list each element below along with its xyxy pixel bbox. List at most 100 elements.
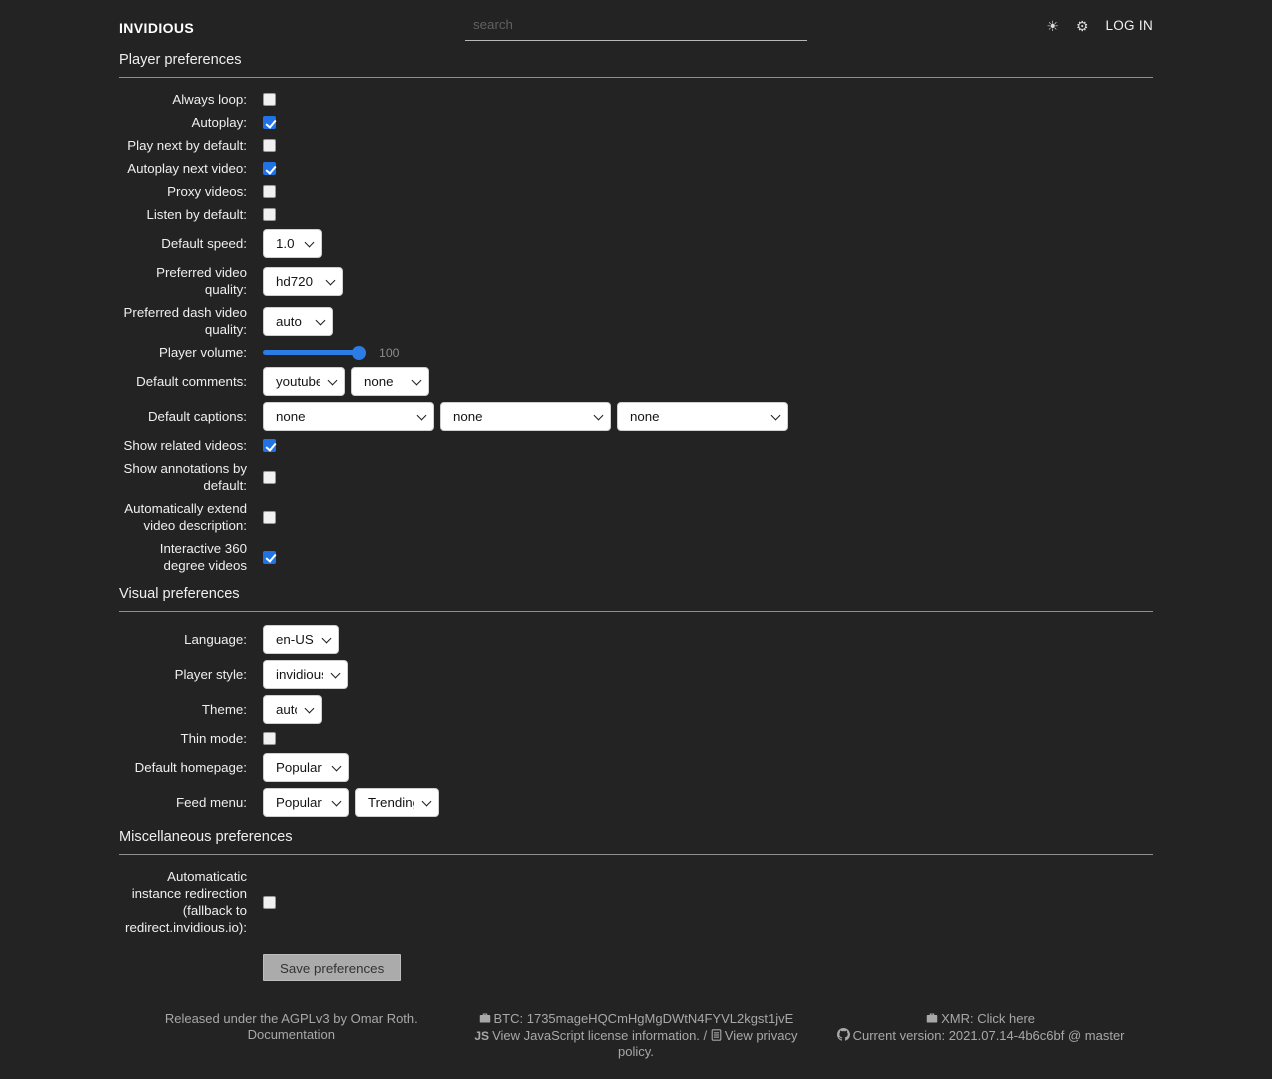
related-videos-label: Show related videos: (123, 438, 247, 454)
default-speed-select[interactable]: 1.0 (263, 229, 322, 259)
footer-version-line: Current version: 2021.07.14-4b6c6bf @ ma… (808, 1027, 1153, 1044)
captions-select-3-wrap: none (617, 402, 788, 432)
default-home-label: Default homepage: (134, 760, 247, 776)
feed-menu-select-1[interactable]: Popular (263, 788, 349, 818)
page-container: INVIDIOUS ☀ ⚙ LOG IN Player preferences … (119, 0, 1153, 1079)
pref-row-listen-default: Listen by default: (119, 206, 1153, 223)
wallet-icon (479, 1012, 491, 1027)
captions-select-3[interactable]: none (617, 402, 788, 432)
video-quality-select[interactable]: hd720 (263, 266, 343, 296)
player-style-select-wrap: invidious (263, 660, 348, 690)
pref-row-auto-redirect: Automaticatic instance redirection (fall… (119, 868, 1153, 936)
always-loop-label: Always loop: (172, 92, 247, 107)
footer-released-text: Released under the AGPLv3 by Omar Roth. (164, 1011, 418, 1027)
thin-mode-checkbox[interactable] (263, 732, 276, 746)
save-preferences-button[interactable]: Save preferences (263, 954, 402, 982)
feed-menu-select-2[interactable]: Trending (355, 788, 439, 818)
player-style-select[interactable]: invidious (263, 660, 348, 690)
play-next-label: Play next by default: (127, 138, 247, 154)
search-form (465, 10, 807, 41)
documentation-link[interactable]: Documentation (247, 1026, 336, 1042)
captions-select-1[interactable]: none (263, 402, 434, 432)
footer-license-column: Released under the AGPLv3 by Omar Roth. … (119, 1011, 464, 1059)
default-home-select-wrap: Popular (263, 753, 349, 783)
feed-menu-select-2-wrap: Trending (355, 788, 439, 818)
video-quality-label: Preferred video quality: (156, 265, 247, 298)
section-title-misc: Miscellaneous preferences (119, 823, 1153, 856)
player-volume-label: Player volume: (159, 345, 247, 361)
pref-row-theme: Theme: auto (119, 695, 1153, 725)
feed-menu-select-1-wrap: Popular (263, 788, 349, 818)
pref-row-autoplay-next: Autoplay next video: (119, 160, 1153, 177)
section-title-visual: Visual preferences (119, 580, 1153, 613)
theme-select[interactable]: auto (263, 695, 322, 725)
section-title-player: Player preferences (119, 46, 1153, 78)
pref-row-play-next: Play next by default: (119, 137, 1153, 154)
listen-default-label: Listen by default: (146, 207, 247, 223)
preferences-gear-icon[interactable]: ⚙ (1075, 17, 1089, 34)
pref-row-default-speed: Default speed: 1.0 (119, 229, 1153, 259)
pref-row-extend-desc: Automatically extend video description: (119, 500, 1153, 534)
theme-toggle-sun-icon[interactable]: ☀ (1046, 17, 1059, 34)
btc-address-text: BTC: 1735mageHQCmHgMgDWtN4FYVL2kgst1jvE (493, 1011, 794, 1027)
comments-select-2[interactable]: none (351, 367, 429, 397)
pref-row-player-style: Player style: invidious (119, 660, 1153, 690)
play-next-checkbox[interactable] (263, 139, 276, 153)
footer-xmr-line: XMR: Click here (808, 1011, 1153, 1027)
language-label: Language: (184, 632, 247, 648)
always-loop-checkbox[interactable] (263, 93, 276, 106)
version-link[interactable]: 2021.07.14-4b6c6bf @ master (948, 1027, 1125, 1043)
auto-redirect-checkbox[interactable] (263, 895, 276, 909)
default-home-select[interactable]: Popular (263, 753, 349, 783)
annotations-label: Show annotations by default: (123, 461, 247, 494)
pref-row-thin-mode: Thin mode: (119, 730, 1153, 747)
footer-btc-line: BTC: 1735mageHQCmHgMgDWtN4FYVL2kgst1jvE (464, 1011, 809, 1027)
captions-select-2-wrap: none (440, 402, 611, 432)
brand-logo[interactable]: INVIDIOUS (119, 20, 195, 36)
comments-select-1-wrap: youtube (263, 367, 345, 397)
annotations-checkbox[interactable] (263, 470, 276, 484)
login-link[interactable]: LOG IN (1105, 18, 1153, 33)
js-license-link[interactable]: View JavaScript license information. (492, 1027, 700, 1043)
comments-select-1[interactable]: youtube (263, 367, 345, 397)
slider-track (263, 350, 359, 356)
xmr-click-here-link[interactable]: Click here (977, 1011, 1036, 1027)
player-style-label: Player style: (174, 667, 247, 683)
default-speed-select-wrap: 1.0 (263, 229, 322, 259)
listen-default-checkbox[interactable] (263, 208, 276, 222)
autoplay-label: Autoplay: (191, 115, 247, 131)
autoplay-next-label: Autoplay next video: (127, 161, 247, 177)
captions-select-2[interactable]: none (440, 402, 611, 432)
autoplay-next-checkbox[interactable] (263, 162, 276, 176)
autoplay-checkbox[interactable] (263, 116, 276, 130)
footer-donate-column: BTC: 1735mageHQCmHgMgDWtN4FYVL2kgst1jvE … (464, 1011, 809, 1059)
pref-row-feed-menu: Feed menu: Popular Trending (119, 788, 1153, 818)
footer-js-privacy-line: JS View JavaScript license information. /… (464, 1028, 809, 1060)
pref-row-vr-mode: Interactive 360 degree videos (119, 540, 1153, 574)
proxy-videos-label: Proxy videos: (167, 184, 247, 200)
footer-version-column: XMR: Click here Current version: 2021.07… (808, 1011, 1153, 1059)
pref-row-video-quality: Preferred video quality: hd720 (119, 264, 1153, 298)
vr-mode-checkbox[interactable] (263, 550, 276, 564)
thin-mode-label: Thin mode: (180, 731, 247, 747)
extend-desc-checkbox[interactable] (263, 510, 276, 524)
proxy-videos-checkbox[interactable] (263, 185, 276, 199)
language-select[interactable]: en-US (263, 625, 339, 655)
wallet-icon (926, 1012, 938, 1027)
pref-row-default-captions: Default captions: none none none (119, 402, 1153, 432)
misc-preferences-section: Automaticatic instance redirection (fall… (119, 868, 1153, 982)
search-input[interactable] (465, 10, 807, 41)
related-videos-checkbox[interactable] (263, 439, 276, 453)
footer-separator: / (699, 1027, 711, 1043)
video-quality-select-wrap: hd720 (263, 266, 343, 296)
pref-row-player-volume: Player volume: 100 (119, 344, 1153, 361)
slider-thumb[interactable] (352, 345, 366, 360)
version-label: Current version: (852, 1027, 949, 1043)
default-captions-label: Default captions: (147, 409, 247, 425)
player-volume-slider[interactable] (263, 345, 366, 360)
pref-row-related-videos: Show related videos: (119, 437, 1153, 454)
language-select-wrap: en-US (263, 625, 339, 655)
xmr-label: XMR: (941, 1011, 978, 1027)
user-actions: ☀ ⚙ LOG IN (1046, 18, 1153, 33)
dash-quality-select[interactable]: auto (263, 306, 333, 336)
